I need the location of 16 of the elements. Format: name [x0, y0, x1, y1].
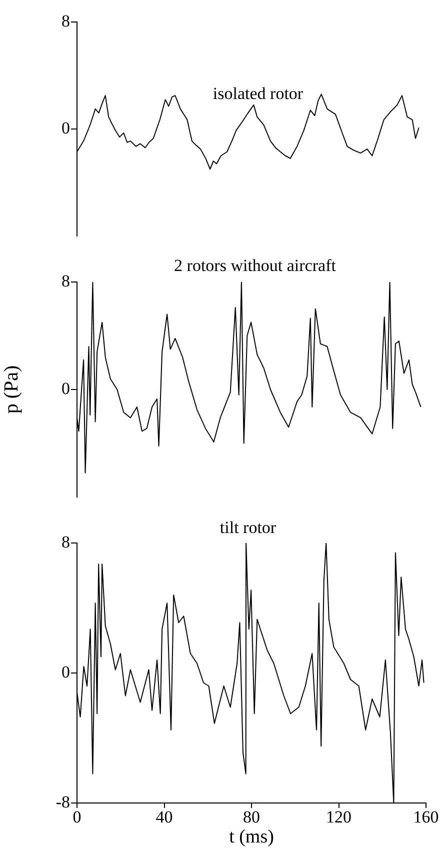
y-tick-label: 8 [62, 11, 70, 30]
x-tick-label: 160 [413, 808, 439, 827]
y-tick-label: 8 [62, 532, 70, 552]
x-axis-title: t (ms) [229, 826, 274, 848]
y-tick-label: 0 [62, 118, 70, 138]
chart-title: tilt rotor [220, 518, 276, 538]
x-tick-label: 120 [326, 808, 352, 827]
x-tick-label: 80 [243, 808, 260, 827]
x-tick-label: 40 [156, 808, 173, 827]
text: isolated rotor [212, 84, 304, 104]
y-tick-label: 8 [62, 271, 70, 290]
chart-title: 2 rotors without aircraft [174, 256, 336, 276]
y-tick-label: 0 [62, 378, 70, 398]
y-tick-label: 0 [62, 662, 70, 682]
y-axis-title: p (Pa) [0, 365, 22, 414]
y-tick-label: -8 [56, 792, 70, 812]
